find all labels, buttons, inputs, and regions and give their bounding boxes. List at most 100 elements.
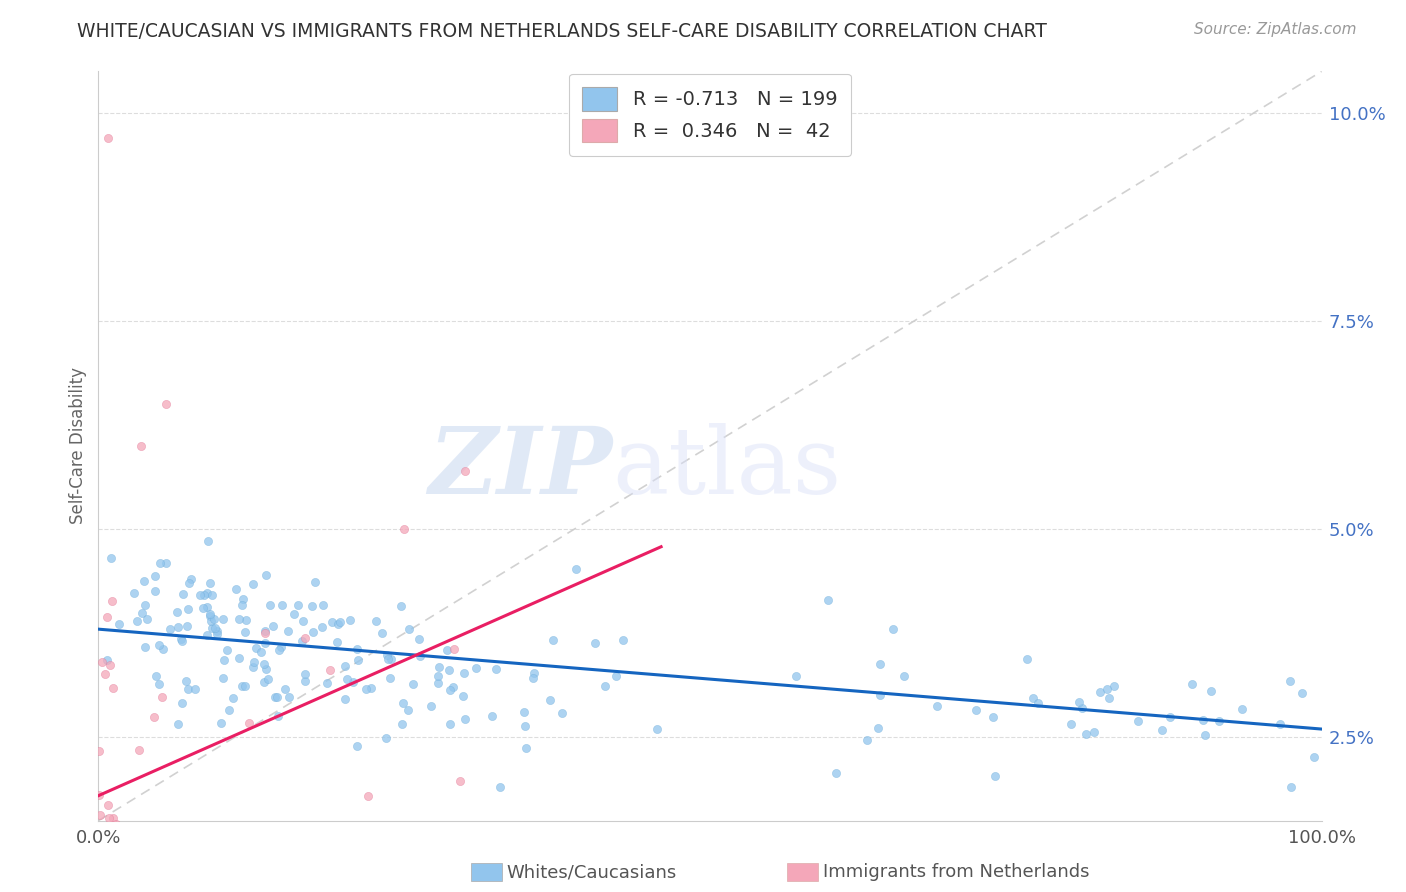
Point (235, 614, 257, 628)
Point (515, 741, 537, 756)
Point (242, 577, 264, 591)
Point (101, 811, 124, 825)
Point (159, 622, 181, 636)
Point (347, 653, 370, 667)
Point (645, 722, 668, 736)
Point (287, 599, 309, 613)
Point (346, 642, 368, 657)
Point (274, 681, 297, 696)
Point (124, 585, 146, 599)
Text: Immigrants from Netherlands: Immigrants from Netherlands (823, 863, 1090, 881)
Point (204, 612, 226, 626)
Point (869, 688, 891, 702)
Point (441, 680, 464, 694)
Point (148, 638, 170, 652)
Point (436, 643, 458, 657)
Point (98, 657, 121, 672)
Point (200, 589, 222, 603)
Point (392, 522, 416, 536)
Point (243, 655, 266, 669)
Point (565, 562, 588, 576)
Point (262, 619, 284, 633)
Point (1071, 701, 1094, 715)
Point (254, 567, 277, 582)
Point (254, 662, 277, 676)
Point (198, 607, 221, 621)
Point (108, 843, 131, 857)
Point (583, 635, 606, 649)
Point (523, 666, 546, 681)
Point (253, 674, 276, 689)
Point (170, 632, 193, 647)
Point (170, 634, 193, 648)
Point (277, 690, 299, 704)
Point (965, 703, 987, 717)
Point (90, 655, 112, 669)
Point (107, 855, 129, 870)
Point (1159, 710, 1181, 724)
Point (135, 612, 157, 626)
Point (176, 681, 198, 696)
Point (1152, 723, 1174, 737)
Point (1074, 727, 1097, 741)
Point (522, 671, 544, 685)
Point (333, 659, 356, 673)
Point (177, 601, 200, 615)
Point (1015, 652, 1038, 666)
Point (321, 615, 343, 630)
Point (100, 855, 122, 870)
Point (612, 633, 634, 648)
Point (100, 551, 122, 566)
Point (201, 621, 224, 635)
Point (551, 706, 574, 720)
Point (253, 657, 276, 671)
Point (108, 848, 131, 863)
Point (927, 698, 949, 713)
Point (453, 665, 475, 680)
Point (212, 612, 235, 626)
Point (377, 652, 399, 666)
Point (427, 659, 450, 673)
Point (198, 608, 221, 623)
Point (396, 703, 419, 717)
Point (254, 624, 277, 638)
Point (257, 672, 280, 686)
Point (304, 575, 326, 590)
Point (439, 717, 461, 731)
Point (360, 681, 382, 695)
Text: Source: ZipAtlas.com: Source: ZipAtlas.com (1194, 22, 1357, 37)
Point (489, 780, 512, 795)
Point (250, 645, 273, 659)
Point (176, 618, 198, 632)
Point (785, 669, 807, 683)
Point (370, 626, 392, 640)
Point (204, 621, 226, 635)
Point (195, 586, 218, 600)
Point (150, 690, 173, 705)
Point (354, 681, 377, 696)
Point (231, 598, 253, 612)
Point (155, 556, 177, 570)
Point (342, 674, 364, 689)
Point (329, 615, 352, 630)
Point (1098, 691, 1121, 706)
Point (97, 798, 120, 813)
Point (294, 674, 316, 689)
Point (392, 696, 415, 710)
Point (1181, 677, 1204, 691)
Point (180, 572, 202, 586)
Point (378, 672, 401, 686)
Point (134, 640, 156, 654)
Point (439, 683, 461, 698)
Point (107, 616, 129, 631)
Point (419, 698, 441, 713)
Point (398, 623, 420, 637)
Point (142, 710, 165, 724)
Point (131, 606, 153, 620)
Point (277, 624, 299, 639)
Point (291, 634, 314, 648)
Point (134, 598, 156, 612)
Point (1194, 728, 1216, 742)
Point (212, 671, 235, 685)
Point (143, 569, 166, 583)
